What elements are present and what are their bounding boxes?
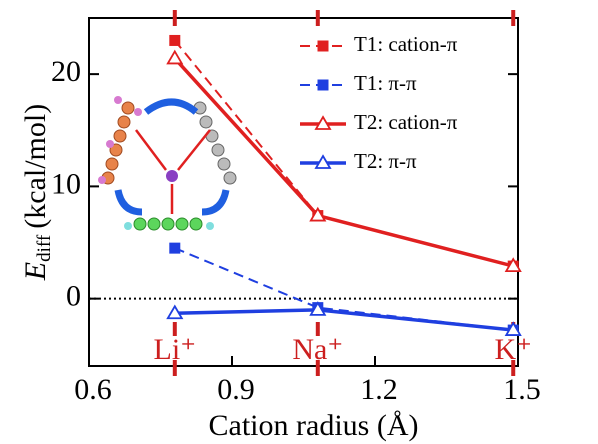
series-line: [174, 308, 514, 332]
marker: [166, 49, 184, 65]
series-line: [174, 39, 514, 268]
marker: [169, 242, 181, 254]
marker: [309, 206, 327, 222]
y-label-unit: (kcal/mol): [19, 104, 52, 229]
legend-label: T2: π-π: [354, 149, 417, 173]
legend-label: T2: cation-π: [354, 110, 458, 134]
y-tick-label: 0: [66, 280, 81, 313]
x-axis-label: Cation radius (Å): [209, 409, 419, 442]
marker: [504, 321, 522, 336]
series-line: [174, 247, 514, 332]
ion-label: Li⁺: [154, 333, 197, 366]
marker: [309, 301, 327, 316]
marker: [504, 257, 522, 272]
y-label-subscript: diff: [34, 234, 55, 262]
ion-label: Na⁺: [292, 333, 343, 366]
legend-label: T1: π-π: [354, 71, 417, 95]
ion-label: K⁺: [494, 333, 532, 366]
x-tick-label: 0.9: [217, 373, 255, 406]
x-tick-label: 0.6: [74, 373, 112, 406]
legend-marker: [317, 79, 329, 91]
marker: [166, 304, 184, 320]
y-label-symbol: E: [19, 262, 52, 281]
legend-marker: [314, 154, 332, 169]
legend-marker: [317, 40, 329, 52]
legend-marker: [314, 115, 332, 130]
marker: [169, 34, 181, 46]
legend-label: T1: cation-π: [354, 32, 458, 56]
x-tick-label: 1.2: [360, 373, 398, 406]
inset-molecule: [98, 96, 237, 231]
plot-frame: [88, 17, 519, 367]
x-tick-label: 1.5: [503, 373, 541, 406]
y-axis-label: Ediff (kcal/mol): [19, 104, 55, 281]
y-tick-label: 10: [51, 167, 81, 200]
y-tick-label: 20: [51, 55, 81, 88]
